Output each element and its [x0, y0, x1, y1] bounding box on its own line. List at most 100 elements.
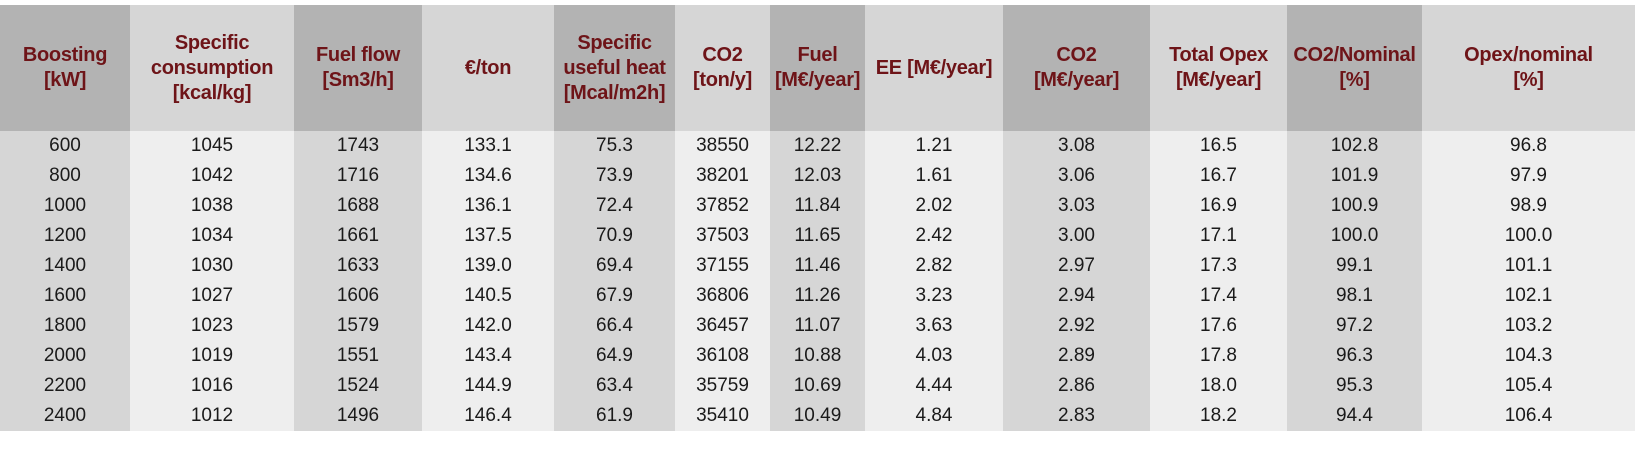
cell-specific-useful-heat: 61.9 — [554, 401, 675, 431]
cell-co2-ton: 35759 — [675, 371, 770, 401]
cell-specific-useful-heat: 67.9 — [554, 281, 675, 311]
cell-total-opex: 18.0 — [1150, 371, 1287, 401]
cell-co2-cost: 2.92 — [1003, 311, 1150, 341]
cell-ee-cost: 4.84 — [865, 401, 1003, 431]
cell-co2-nominal: 98.1 — [1287, 281, 1422, 311]
cell-fuel-cost: 11.65 — [770, 221, 865, 251]
cell-co2-ton: 36108 — [675, 341, 770, 371]
cell-fuel-cost: 11.07 — [770, 311, 865, 341]
cell-fuel-cost: 12.03 — [770, 161, 865, 191]
cell-euro-per-ton: 140.5 — [422, 281, 554, 311]
header-boosting: Boosting [kW] — [0, 5, 130, 131]
cell-total-opex: 17.3 — [1150, 251, 1287, 281]
cell-ee-cost: 4.03 — [865, 341, 1003, 371]
cell-co2-cost: 3.06 — [1003, 161, 1150, 191]
cell-opex-nominal: 98.9 — [1422, 191, 1635, 221]
cell-co2-ton: 37852 — [675, 191, 770, 221]
cell-euro-per-ton: 134.6 — [422, 161, 554, 191]
cell-total-opex: 17.6 — [1150, 311, 1287, 341]
cell-total-opex: 16.5 — [1150, 131, 1287, 161]
table-row: 2200 1016 1524 144.9 63.4 35759 10.69 4.44 2.86 1… — [0, 371, 1635, 401]
cell-boosting: 2000 — [0, 341, 130, 371]
cell-ee-cost: 3.23 — [865, 281, 1003, 311]
cell-total-opex: 18.2 — [1150, 401, 1287, 431]
cell-opex-nominal: 97.9 — [1422, 161, 1635, 191]
cell-ee-cost: 1.61 — [865, 161, 1003, 191]
cell-co2-cost: 3.00 — [1003, 221, 1150, 251]
header-co2-cost: CO2 [M€/year] — [1003, 5, 1150, 131]
cell-co2-cost: 2.83 — [1003, 401, 1150, 431]
cell-co2-ton: 38550 — [675, 131, 770, 161]
cell-fuel-cost: 10.88 — [770, 341, 865, 371]
cell-co2-nominal: 97.2 — [1287, 311, 1422, 341]
cell-ee-cost: 2.42 — [865, 221, 1003, 251]
cell-opex-nominal: 105.4 — [1422, 371, 1635, 401]
cell-co2-nominal: 100.9 — [1287, 191, 1422, 221]
cell-boosting: 2400 — [0, 401, 130, 431]
cell-co2-nominal: 102.8 — [1287, 131, 1422, 161]
cell-fuel-flow: 1633 — [294, 251, 422, 281]
table-row: 2000 1019 1551 143.4 64.9 36108 10.88 4.03 2.89 1… — [0, 341, 1635, 371]
cell-specific-useful-heat: 69.4 — [554, 251, 675, 281]
cell-opex-nominal: 106.4 — [1422, 401, 1635, 431]
table-row: 1800 1023 1579 142.0 66.4 36457 11.07 3.63 2.92 1… — [0, 311, 1635, 341]
cell-fuel-flow: 1688 — [294, 191, 422, 221]
cell-co2-nominal: 95.3 — [1287, 371, 1422, 401]
cell-fuel-flow: 1606 — [294, 281, 422, 311]
cell-opex-nominal: 102.1 — [1422, 281, 1635, 311]
cell-co2-nominal: 100.0 — [1287, 221, 1422, 251]
header-row: Boosting [kW] Specific consumption [kcal… — [0, 5, 1635, 131]
cell-specific-consumption: 1038 — [130, 191, 294, 221]
cell-ee-cost: 3.63 — [865, 311, 1003, 341]
cell-ee-cost: 2.02 — [865, 191, 1003, 221]
table-row: 1000 1038 1688 136.1 72.4 37852 11.84 2.02 3.03 1… — [0, 191, 1635, 221]
cell-euro-per-ton: 136.1 — [422, 191, 554, 221]
cell-ee-cost: 1.21 — [865, 131, 1003, 161]
cell-co2-cost: 3.03 — [1003, 191, 1150, 221]
cell-co2-cost: 2.89 — [1003, 341, 1150, 371]
header-euro-per-ton: €/ton — [422, 5, 554, 131]
cell-specific-useful-heat: 66.4 — [554, 311, 675, 341]
cell-euro-per-ton: 146.4 — [422, 401, 554, 431]
cell-euro-per-ton: 139.0 — [422, 251, 554, 281]
cell-fuel-flow: 1579 — [294, 311, 422, 341]
cell-fuel-cost: 11.46 — [770, 251, 865, 281]
cell-opex-nominal: 103.2 — [1422, 311, 1635, 341]
cell-boosting: 1000 — [0, 191, 130, 221]
cell-boosting: 1400 — [0, 251, 130, 281]
cell-total-opex: 17.8 — [1150, 341, 1287, 371]
table-header: Boosting [kW] Specific consumption [kcal… — [0, 5, 1635, 131]
cell-total-opex: 16.7 — [1150, 161, 1287, 191]
cell-co2-cost: 2.97 — [1003, 251, 1150, 281]
table-row: 2400 1012 1496 146.4 61.9 35410 10.49 4.84 2.83 1… — [0, 401, 1635, 431]
header-fuel-flow: Fuel flow [Sm3/h] — [294, 5, 422, 131]
cell-co2-nominal: 96.3 — [1287, 341, 1422, 371]
cell-boosting: 1600 — [0, 281, 130, 311]
cell-opex-nominal: 101.1 — [1422, 251, 1635, 281]
cell-co2-nominal: 99.1 — [1287, 251, 1422, 281]
cell-co2-cost: 3.08 — [1003, 131, 1150, 161]
cell-specific-consumption: 1030 — [130, 251, 294, 281]
cell-opex-nominal: 96.8 — [1422, 131, 1635, 161]
cell-fuel-flow: 1524 — [294, 371, 422, 401]
cell-fuel-flow: 1661 — [294, 221, 422, 251]
cell-fuel-cost: 11.26 — [770, 281, 865, 311]
header-fuel-cost: Fuel [M€/year] — [770, 5, 865, 131]
cell-specific-consumption: 1027 — [130, 281, 294, 311]
cell-co2-nominal: 101.9 — [1287, 161, 1422, 191]
cell-boosting: 600 — [0, 131, 130, 161]
cell-specific-useful-heat: 64.9 — [554, 341, 675, 371]
header-ee-cost: EE [M€/year] — [865, 5, 1003, 131]
cell-specific-useful-heat: 63.4 — [554, 371, 675, 401]
header-co2-ton: CO2 [ton/y] — [675, 5, 770, 131]
cell-fuel-cost: 11.84 — [770, 191, 865, 221]
header-opex-nominal: Opex/nominal [%] — [1422, 5, 1635, 131]
cell-fuel-flow: 1743 — [294, 131, 422, 161]
cell-co2-ton: 37503 — [675, 221, 770, 251]
cell-co2-nominal: 94.4 — [1287, 401, 1422, 431]
cell-co2-cost: 2.94 — [1003, 281, 1150, 311]
cell-euro-per-ton: 143.4 — [422, 341, 554, 371]
cell-opex-nominal: 104.3 — [1422, 341, 1635, 371]
cell-specific-consumption: 1045 — [130, 131, 294, 161]
